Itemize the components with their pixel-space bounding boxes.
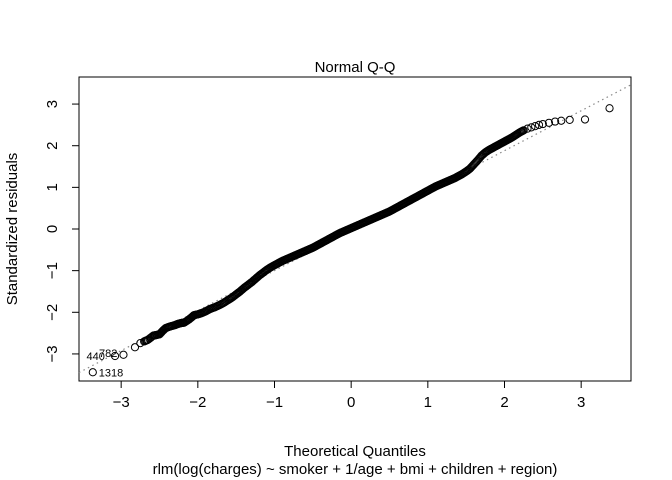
outlier-label: 782 xyxy=(99,348,117,360)
y-tick-label: 2 xyxy=(44,142,61,150)
data-point xyxy=(110,351,120,361)
data-point xyxy=(557,116,566,125)
y-tick-label: −3 xyxy=(44,345,61,362)
data-point xyxy=(534,120,544,129)
x-tick-label: −3 xyxy=(113,394,130,411)
data-point xyxy=(531,122,540,131)
x-tick-label: 0 xyxy=(347,394,355,411)
data-point xyxy=(527,123,536,132)
data-point xyxy=(580,115,590,124)
y-tick-label: 3 xyxy=(44,100,61,108)
x-axis-label: Theoretical Quantiles xyxy=(284,443,426,460)
data-point xyxy=(565,115,574,124)
data-point xyxy=(518,126,527,135)
data-point xyxy=(551,117,560,126)
data-point xyxy=(538,119,547,129)
data-point xyxy=(130,343,140,352)
y-tick-label: −1 xyxy=(44,262,61,279)
data-point xyxy=(157,327,166,336)
y-tick-label: −2 xyxy=(44,304,61,321)
y-tick-label: 0 xyxy=(44,225,61,233)
x-tick-label: 1 xyxy=(424,394,432,411)
x-axis-subtitle: rlm(log(charges) ~ smoker + 1/age + bmi … xyxy=(153,461,558,478)
y-axis: −3 −2 −1 0 1 2 3 xyxy=(44,100,80,362)
data-point xyxy=(119,350,128,359)
outlier-label: 440 xyxy=(86,351,104,363)
y-axis-label: Standardized residuals xyxy=(4,153,21,306)
x-tick-label: −2 xyxy=(189,394,206,411)
x-tick-label: 2 xyxy=(500,394,508,411)
data-point xyxy=(605,104,614,113)
x-tick-label: 3 xyxy=(577,394,585,411)
data-point xyxy=(544,118,554,127)
data-points xyxy=(88,104,614,377)
y-tick-label: 1 xyxy=(44,183,61,191)
outlier-label: 1318 xyxy=(99,367,123,379)
x-axis: −3 −2 −1 0 1 2 3 xyxy=(113,380,585,411)
chart-title: Normal Q-Q xyxy=(315,59,396,76)
x-tick-label: −1 xyxy=(266,394,283,411)
data-point xyxy=(88,368,97,377)
